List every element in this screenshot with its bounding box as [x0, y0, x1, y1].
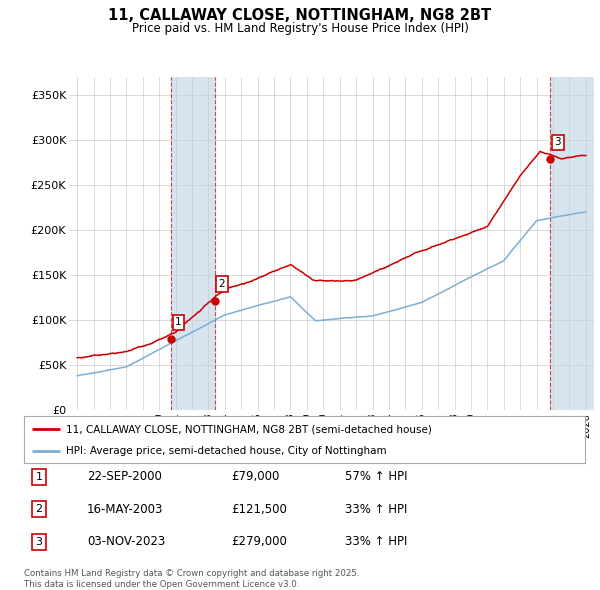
- Text: 11, CALLAWAY CLOSE, NOTTINGHAM, NG8 2BT: 11, CALLAWAY CLOSE, NOTTINGHAM, NG8 2BT: [109, 8, 491, 22]
- Text: 33% ↑ HPI: 33% ↑ HPI: [345, 535, 407, 548]
- Text: 3: 3: [35, 537, 43, 546]
- Text: £279,000: £279,000: [231, 535, 287, 548]
- Text: 16-MAY-2003: 16-MAY-2003: [87, 503, 163, 516]
- Text: HPI: Average price, semi-detached house, City of Nottingham: HPI: Average price, semi-detached house,…: [66, 447, 387, 456]
- Text: 2: 2: [218, 279, 225, 289]
- Text: 11, CALLAWAY CLOSE, NOTTINGHAM, NG8 2BT (semi-detached house): 11, CALLAWAY CLOSE, NOTTINGHAM, NG8 2BT …: [66, 424, 432, 434]
- Text: 33% ↑ HPI: 33% ↑ HPI: [345, 503, 407, 516]
- Text: Contains HM Land Registry data © Crown copyright and database right 2025.
This d: Contains HM Land Registry data © Crown c…: [24, 569, 359, 589]
- Text: 2: 2: [35, 504, 43, 514]
- Text: 3: 3: [554, 137, 561, 147]
- Text: 1: 1: [35, 472, 43, 481]
- Text: £79,000: £79,000: [231, 470, 280, 483]
- Text: Price paid vs. HM Land Registry's House Price Index (HPI): Price paid vs. HM Land Registry's House …: [131, 22, 469, 35]
- Bar: [171, 77, 215, 410]
- Text: 1: 1: [175, 317, 182, 327]
- Text: 57% ↑ HPI: 57% ↑ HPI: [345, 470, 407, 483]
- Bar: [550, 77, 594, 410]
- Text: 03-NOV-2023: 03-NOV-2023: [87, 535, 165, 548]
- Text: 22-SEP-2000: 22-SEP-2000: [87, 470, 162, 483]
- Text: £121,500: £121,500: [231, 503, 287, 516]
